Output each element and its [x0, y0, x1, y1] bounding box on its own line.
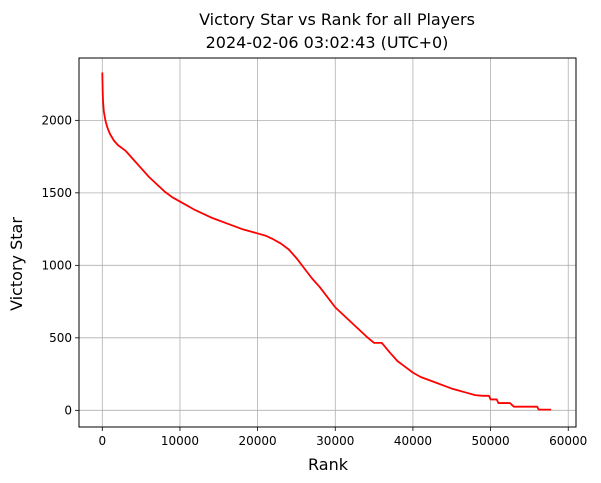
y-tick-label: 2000	[41, 113, 72, 127]
series-line	[101, 72, 552, 411]
y-axis-label: Victory Star	[7, 217, 26, 311]
x-tick-label: 10000	[161, 434, 199, 448]
x-tick-label: 40000	[394, 434, 432, 448]
y-axis: 0 500 1000 1500 2000	[41, 113, 79, 417]
y-tick-label: 1000	[41, 258, 72, 272]
plot-area-frame	[78, 57, 577, 428]
chart-title: Victory Star vs Rank for all Players	[199, 10, 475, 29]
y-tick-label: 0	[64, 403, 72, 417]
chart-subtitle: 2024-02-06 03:02:43 (UTC+0)	[206, 33, 449, 52]
x-tick-label: 60000	[549, 434, 587, 448]
x-tick-label: 50000	[471, 434, 509, 448]
x-axis: 0 10000 20000 30000 40000 50000 60000	[98, 427, 587, 448]
x-axis-label: Rank	[308, 455, 349, 474]
series-layer	[101, 72, 552, 411]
x-tick-label: 20000	[239, 434, 277, 448]
x-tick-label: 0	[98, 434, 106, 448]
y-tick-label: 500	[49, 331, 72, 345]
x-tick-label: 30000	[316, 434, 354, 448]
gridlines	[79, 58, 576, 427]
y-tick-label: 1500	[41, 186, 72, 200]
